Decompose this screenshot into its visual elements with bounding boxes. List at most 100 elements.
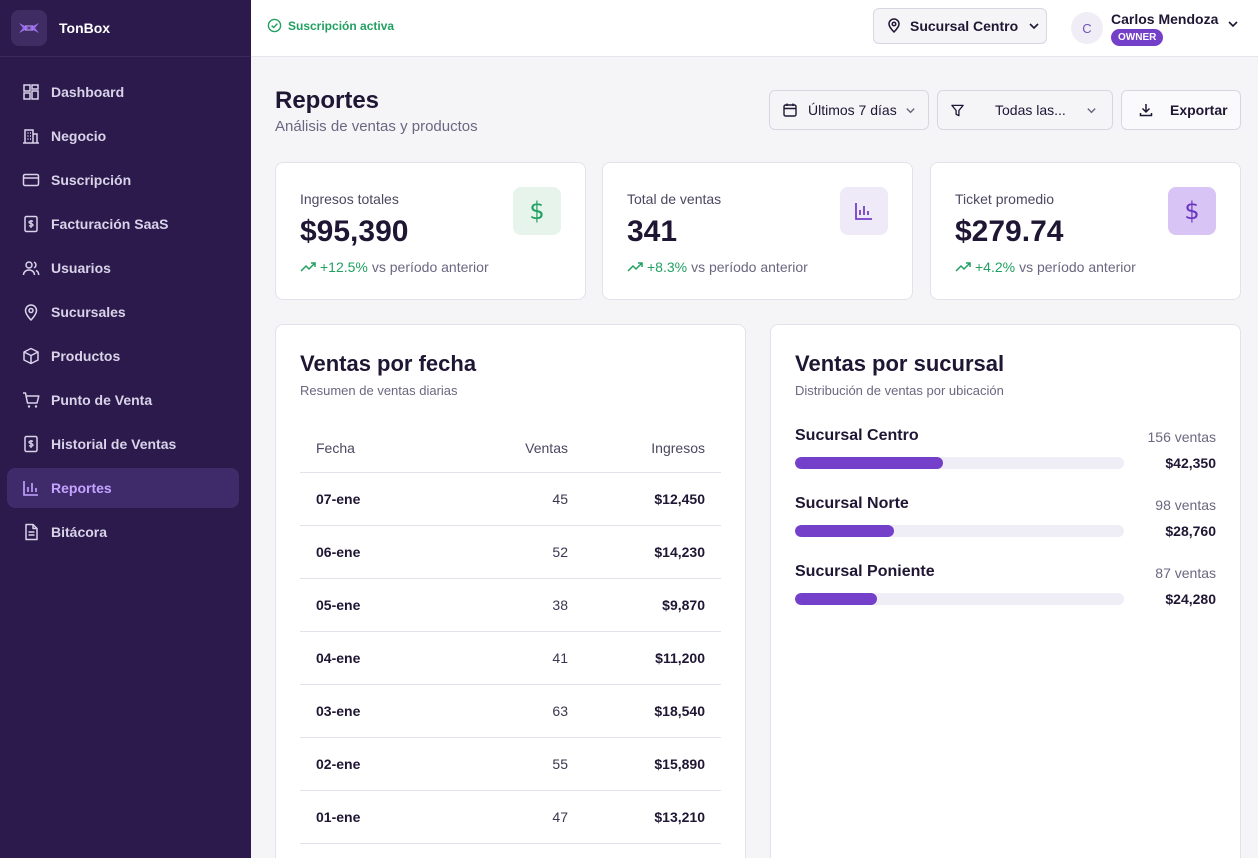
branch-selector-label: Sucursal Centro — [910, 18, 1019, 34]
sidebar: TonBox Dashboard Negocio Suscripción Factur… — [0, 0, 251, 858]
date-cell: 03-ene — [300, 684, 443, 738]
branch-progress-track — [795, 457, 1124, 469]
users-icon — [21, 258, 41, 278]
document-icon — [21, 522, 41, 542]
revenue-cell: $18,540 — [568, 684, 721, 738]
branch-filter-select[interactable]: Todas las... — [937, 90, 1113, 130]
sidebar-item-dashboard[interactable]: Dashboard — [7, 72, 239, 112]
sidebar-item-suscripcion[interactable]: Suscripción — [7, 160, 239, 200]
receipt-icon — [21, 434, 41, 454]
sales-by-branch-panel: Ventas por sucursal Distribución de vent… — [770, 324, 1241, 858]
revenue-cell: $12,450 — [568, 472, 721, 526]
sidebar-item-facturacion-saas[interactable]: Facturación SaaS — [7, 204, 239, 244]
date-cell: 01-ene — [300, 790, 443, 844]
sidebar-item-productos[interactable]: Productos — [7, 336, 239, 376]
branch-progress-fill — [795, 457, 944, 469]
dollar-icon: $ — [1168, 187, 1216, 235]
stat-label: Total de ventas — [627, 191, 722, 207]
sidebar-item-label: Productos — [51, 348, 121, 364]
download-icon — [1139, 104, 1153, 117]
date-range-label: Últimos 7 días — [808, 102, 897, 118]
sidebar-item-label: Dashboard — [51, 84, 125, 100]
subscription-status: Suscripción activa — [267, 18, 394, 33]
sidebar-item-label: Punto de Venta — [51, 392, 153, 408]
branch-filter-label: Todas las... — [995, 102, 1066, 118]
date-cell: 05-ene — [300, 578, 443, 632]
date-cell: 02-ene — [300, 737, 443, 791]
revenue-cell: $15,890 — [568, 737, 721, 791]
date-cell: 07-ene — [300, 472, 443, 526]
sales-table: Fecha Ventas Ingresos 07-ene 45 $12,450 06-… — [300, 425, 721, 844]
branch-sales-count: 156 ventas — [1147, 429, 1217, 445]
sidebar-nav: Dashboard Negocio Suscripción Facturación S… — [0, 57, 251, 552]
export-button[interactable]: Exportar — [1121, 90, 1241, 130]
chevron-down-icon — [1228, 21, 1238, 28]
dashboard-icon — [21, 82, 41, 102]
date-cell: 04-ene — [300, 631, 443, 685]
page-subtitle: Análisis de ventas y productos — [275, 118, 478, 135]
branch-name: Sucursal Poniente — [795, 563, 935, 580]
app-name: TonBox — [59, 20, 111, 36]
stat-trend: +4.2% vs período anterior — [955, 259, 1136, 275]
stat-change: +12.5% — [320, 259, 368, 275]
sidebar-item-negocio[interactable]: Negocio — [7, 116, 239, 156]
revenue-cell: $11,200 — [568, 631, 721, 685]
sidebar-item-label: Historial de Ventas — [51, 436, 177, 452]
avatar: C — [1071, 12, 1103, 44]
sidebar-item-sucursales[interactable]: Sucursales — [7, 292, 239, 332]
topbar: Suscripción activa Sucursal Centro C Car… — [251, 0, 1258, 57]
branch-progress-track — [795, 525, 1124, 537]
bar-chart-icon — [21, 478, 41, 498]
stat-card-sales: Total de ventas 341 +8.3% vs período ant… — [602, 162, 913, 300]
table-row: 05-ene 38 $9,870 — [300, 578, 721, 632]
branch-name: Sucursal Norte — [795, 495, 909, 512]
panel-title: Ventas por fecha — [300, 351, 477, 376]
page-title: Reportes — [275, 87, 380, 114]
bar-chart-icon — [840, 187, 888, 235]
branch-row: Sucursal Poniente 87 ventas $24,280 — [795, 563, 1216, 623]
table-header-row: Fecha Ventas Ingresos — [300, 425, 721, 473]
sidebar-item-label: Negocio — [51, 128, 107, 144]
chevron-down-icon — [1029, 23, 1039, 30]
sales-count-cell: 55 — [443, 737, 568, 791]
panel-title: Ventas por sucursal — [795, 351, 1005, 376]
revenue-cell: $9,870 — [568, 578, 721, 632]
column-header: Ventas — [443, 425, 568, 473]
export-label: Exportar — [1170, 102, 1228, 118]
sidebar-item-reportes[interactable]: Reportes — [7, 468, 239, 508]
branch-progress-track — [795, 593, 1124, 605]
sidebar-item-label: Sucursales — [51, 304, 126, 320]
sales-count-cell: 47 — [443, 790, 568, 844]
sidebar-item-bitacora[interactable]: Bitácora — [7, 512, 239, 552]
stat-change-suffix: vs período anterior — [1019, 259, 1136, 275]
date-cell: 06-ene — [300, 525, 443, 579]
sidebar-item-usuarios[interactable]: Usuarios — [7, 248, 239, 288]
dollar-icon: $ — [513, 187, 561, 235]
user-name: Carlos Mendoza — [1111, 10, 1219, 27]
table-row: 04-ene 41 $11,200 — [300, 631, 721, 685]
sidebar-item-punto-de-venta[interactable]: Punto de Venta — [7, 380, 239, 420]
branch-sales-count: 98 ventas — [1155, 497, 1216, 513]
revenue-cell: $14,230 — [568, 525, 721, 579]
branch-progress-fill — [795, 525, 894, 537]
sales-count-cell: 52 — [443, 525, 568, 579]
chevron-down-icon — [1087, 107, 1096, 113]
stat-label: Ingresos totales — [300, 191, 399, 207]
date-range-select[interactable]: Últimos 7 días — [769, 90, 929, 130]
stat-change-suffix: vs período anterior — [691, 259, 808, 275]
branch-progress-fill — [795, 593, 878, 605]
sidebar-item-historial-de-ventas[interactable]: Historial de Ventas — [7, 424, 239, 464]
panel-subtitle: Distribución de ventas por ubicación — [795, 383, 1004, 398]
branch-selector[interactable]: Sucursal Centro — [873, 8, 1047, 44]
branch-row: Sucursal Norte 98 ventas $28,760 — [795, 495, 1216, 555]
logo-icon — [11, 10, 47, 46]
stat-value: $95,390 — [300, 215, 409, 248]
table-row: 01-ene 47 $13,210 — [300, 790, 721, 844]
sidebar-item-label: Reportes — [51, 480, 112, 496]
chevron-down-icon — [906, 107, 915, 113]
column-header: Fecha — [300, 425, 443, 473]
role-badge: OWNER — [1111, 28, 1164, 46]
sidebar-item-label: Bitácora — [51, 524, 108, 540]
brand: TonBox — [0, 0, 251, 57]
user-menu[interactable]: C Carlos Mendoza OWNER — [1071, 8, 1241, 48]
